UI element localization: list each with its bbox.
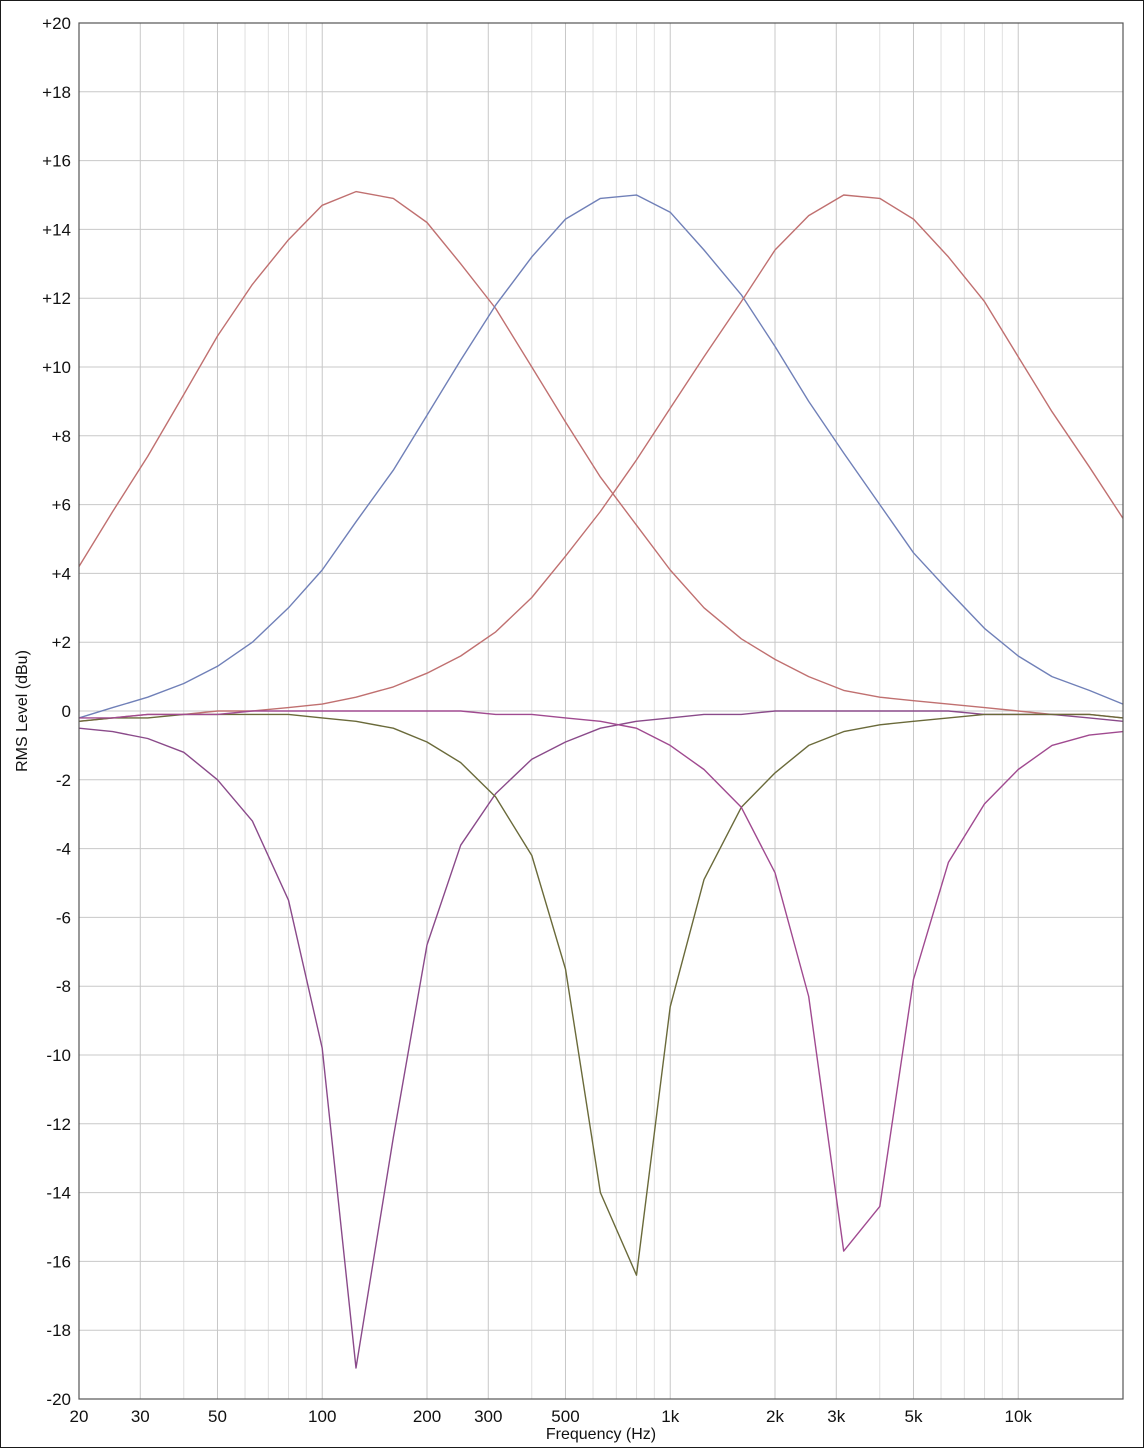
y-tick-label: +16 <box>42 152 71 171</box>
y-tick-label: +10 <box>42 358 71 377</box>
y-tick-label: -14 <box>46 1184 71 1203</box>
x-tick-label: 3k <box>827 1407 845 1426</box>
y-axis-label: RMS Level (dBu) <box>14 650 31 772</box>
y-tick-label: -6 <box>56 908 71 927</box>
y-tick-label: -2 <box>56 771 71 790</box>
series-line-2 <box>78 194 1124 719</box>
x-tick-label: 100 <box>308 1407 336 1426</box>
x-tick-label: 200 <box>413 1407 441 1426</box>
y-tick-label: +14 <box>42 220 71 239</box>
x-tick-label: 2k <box>766 1407 784 1426</box>
y-tick-label: +12 <box>42 289 71 308</box>
y-tick-label: +20 <box>42 14 71 33</box>
x-tick-label: 20 <box>70 1407 89 1426</box>
plot-border <box>78 22 1124 1400</box>
series-line-5 <box>78 713 1124 1276</box>
series-line-1 <box>78 190 1124 719</box>
x-tick-label: 10k <box>1005 1407 1033 1426</box>
y-tick-label: -18 <box>46 1321 71 1340</box>
y-tick-label: -12 <box>46 1115 71 1134</box>
y-tick-label: +18 <box>42 83 71 102</box>
x-tick-label: 50 <box>208 1407 227 1426</box>
x-tick-label: 1k <box>661 1407 679 1426</box>
x-tick-label: 300 <box>474 1407 502 1426</box>
x-tick-label: 30 <box>131 1407 150 1426</box>
y-tick-label: -16 <box>46 1252 71 1271</box>
x-tick-label: 5k <box>904 1407 922 1426</box>
y-axis-ticks: +20+18+16+14+12+10+8+6+4+20-2-4-6-8-10-1… <box>42 14 71 1409</box>
y-tick-label: -10 <box>46 1046 71 1065</box>
y-tick-label: +8 <box>52 427 71 446</box>
y-tick-label: +6 <box>52 496 71 515</box>
series-line-4 <box>78 710 1124 1369</box>
y-tick-label: -20 <box>46 1390 71 1409</box>
y-tick-label: -8 <box>56 977 71 996</box>
series-lines <box>78 190 1124 1369</box>
series-line-6 <box>79 710 1124 1252</box>
y-tick-label: +2 <box>52 633 71 652</box>
y-tick-label: -4 <box>56 840 71 859</box>
x-axis-ticks: 20 30 50 100 200 300 500 1k 2k 3k 5k 10k <box>70 1407 1033 1426</box>
y-tick-label: +4 <box>52 564 71 583</box>
x-axis-label: Frequency (Hz) <box>546 1426 656 1443</box>
y-tick-label: 0 <box>62 702 71 721</box>
x-tick-label: 500 <box>551 1407 579 1426</box>
